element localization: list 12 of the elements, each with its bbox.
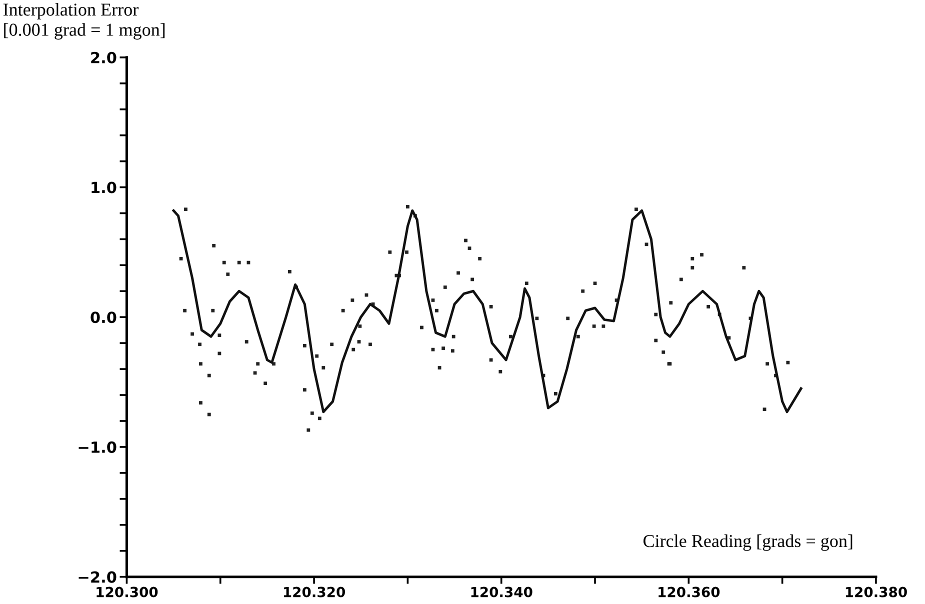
y-tick-label: −2.0 bbox=[78, 571, 116, 583]
y-tick-label: 1.0 bbox=[92, 182, 116, 194]
x-tick-label: 120.360 bbox=[658, 586, 720, 598]
y-tick-label: 2.0 bbox=[91, 52, 116, 64]
x-tick-label: 120.340 bbox=[471, 586, 532, 598]
y-axis-title: Interpolation Error [0.001 grad = 1 mgon] bbox=[3, 3, 165, 40]
x-tick-label: 120.380 bbox=[846, 586, 907, 598]
x-tick-label: 120.300 bbox=[96, 586, 158, 598]
x-axis-title: Circle Reading [grads = gon] bbox=[643, 534, 852, 551]
y-tick-label: −1.0 bbox=[78, 441, 116, 453]
y-tick-label: 0.0 bbox=[90, 312, 116, 324]
x-tick-label: 120.320 bbox=[284, 586, 346, 598]
